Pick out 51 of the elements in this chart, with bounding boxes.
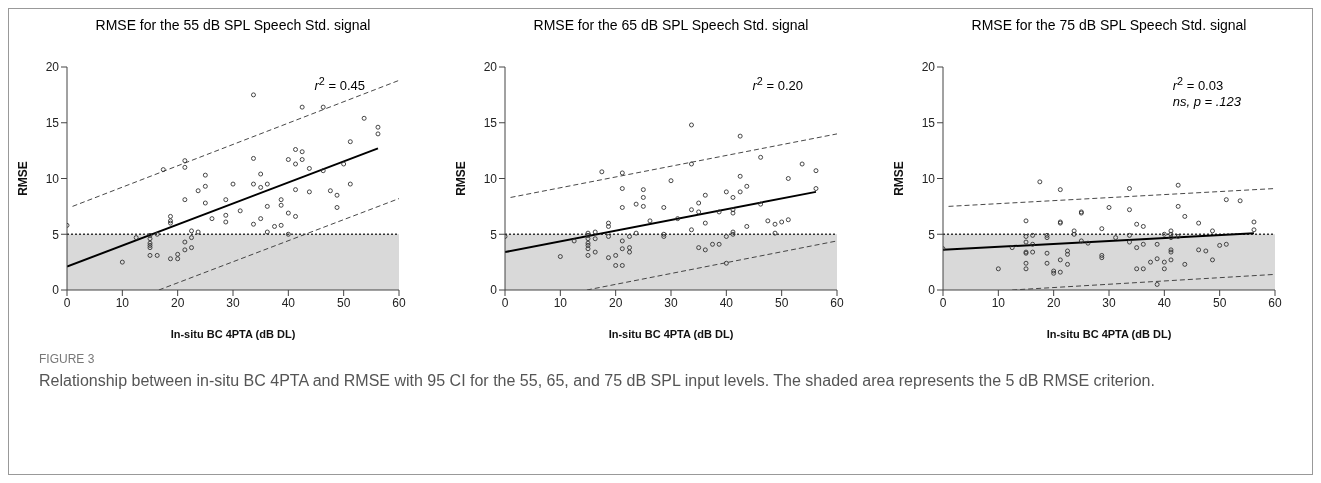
x-tick-label: 60	[1268, 295, 1282, 310]
text: Relationship between in-situ BC 4PTA and RMSE with 95 CI for the 55, 65, and 75 dB SPL input levels. The shaded area represents the 5 dB RMSE criterion.	[39, 371, 1156, 391]
x-tick-label: 40	[719, 295, 734, 310]
x-tick-label: 50	[336, 295, 351, 310]
chart-title: RMSE for the 55 dB SPL Speech Std. signal	[94, 17, 372, 33]
annotation: ns, p = .123	[1172, 94, 1241, 111]
x-tick-label: 40	[1157, 295, 1172, 310]
y-tick-label: 15	[921, 116, 936, 131]
x-tick-label: 40	[281, 295, 296, 310]
y-tick-label: 5	[928, 227, 936, 242]
x-tick-label: 20	[170, 295, 185, 310]
y-tick-label: 15	[483, 116, 498, 131]
x-tick-label: 30	[1102, 295, 1116, 310]
annotation: r$^{2}$ = 0.45	[314, 74, 365, 95]
annotation: r$^{2}$ = 0.20	[752, 74, 803, 95]
x-tick-label: 30	[664, 295, 678, 310]
x-axis-title: In-situ BC 4PTA (dB DL)	[1046, 328, 1172, 340]
y-tick-label: 5	[52, 227, 60, 242]
y-tick-label: 0	[928, 283, 936, 298]
x-tick-label: 10	[553, 295, 568, 310]
y-tick-label: 0	[52, 283, 60, 298]
y-axis-title: RMSE	[892, 161, 907, 196]
x-axis-title: In-situ BC 4PTA (dB DL)	[608, 328, 734, 340]
x-tick-label: 30	[226, 295, 240, 310]
x-tick-label: 20	[1046, 295, 1061, 310]
x-tick-label: 20	[608, 295, 623, 310]
x-tick-label: 10	[991, 295, 1006, 310]
chart-title: RMSE for the 75 dB SPL Speech Std. signal	[970, 17, 1248, 33]
x-tick-label: 10	[115, 295, 130, 310]
y-tick-label: 5	[490, 227, 498, 242]
x-tick-label: 50	[774, 295, 789, 310]
x-tick-label: 0	[501, 295, 509, 310]
x-tick-label: 0	[63, 295, 71, 310]
x-tick-label: 60	[392, 295, 406, 310]
x-tick-label: 50	[1212, 295, 1227, 310]
y-tick-label: 20	[45, 60, 60, 75]
y-tick-label: 10	[45, 171, 60, 186]
y-axis-title: RMSE	[16, 161, 31, 196]
text: FIGURE 3	[39, 352, 96, 366]
y-tick-label: 10	[921, 171, 936, 186]
y-tick-label: 20	[921, 60, 936, 75]
y-tick-label: 15	[45, 116, 60, 131]
chart-title: RMSE for the 65 dB SPL Speech Std. signal	[532, 17, 810, 33]
y-axis-title: RMSE	[454, 161, 469, 196]
y-tick-label: 20	[483, 60, 498, 75]
y-tick-label: 10	[483, 171, 498, 186]
x-tick-label: 60	[830, 295, 844, 310]
y-tick-label: 0	[490, 283, 498, 298]
annotation: r$^{2}$ = 0.03	[1172, 74, 1225, 95]
x-axis-title: In-situ BC 4PTA (dB DL)	[170, 328, 296, 340]
x-tick-label: 0	[939, 295, 947, 310]
